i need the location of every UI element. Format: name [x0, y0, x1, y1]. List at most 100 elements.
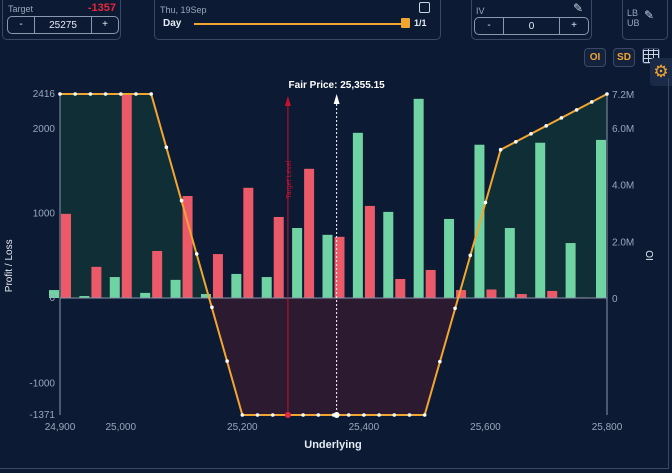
pnl-point	[483, 200, 488, 205]
oi-bar-red	[364, 205, 375, 298]
oi-bar-green	[231, 273, 242, 298]
y2-axis-title: OI	[643, 250, 654, 261]
pnl-point	[362, 413, 366, 417]
x-tick-label: 25,800	[592, 422, 623, 433]
pencil-icon[interactable]: ✎	[572, 1, 583, 15]
pnl-point	[164, 145, 169, 150]
oi-bar-green	[596, 139, 606, 298]
pnl-point	[270, 413, 275, 417]
pnl-point	[240, 413, 245, 417]
oi-bar-red	[304, 168, 315, 298]
pnl-point	[422, 413, 427, 417]
x-tick-label: 25,600	[470, 422, 501, 433]
oi-bar-red	[212, 254, 223, 298]
y-tick-label: 0	[49, 293, 55, 304]
iv-panel: IV ✎ - 0 +	[471, 0, 592, 40]
oi-bar-green	[565, 243, 576, 298]
iv-input[interactable]: 0	[528, 20, 535, 32]
oi-bar-green	[292, 228, 303, 298]
gear-icon[interactable]: ⚙	[650, 58, 672, 86]
oi-bar-green	[413, 98, 424, 298]
calendar-icon[interactable]	[419, 2, 430, 13]
oi-bar-red	[395, 279, 406, 298]
iv-stepper: - 0 +	[474, 17, 589, 35]
pnl-point	[58, 92, 62, 96]
pencil-icon[interactable]: ✎	[644, 8, 655, 22]
oi-bar-red	[152, 250, 163, 298]
pnl-point	[118, 92, 123, 96]
pnl-point	[255, 413, 260, 417]
y-tick-label: 2000	[33, 124, 56, 135]
pnl-point	[529, 132, 533, 136]
day-mode-label: Day	[163, 18, 182, 29]
oi-bar-green	[535, 142, 546, 298]
pnl-point	[574, 108, 579, 112]
y-tick-label: -1000	[29, 378, 55, 389]
iv-decrement-button[interactable]: -	[475, 18, 504, 34]
oi-bar-green	[170, 279, 181, 298]
lb-label: LB	[627, 8, 639, 18]
target-pnl: -1357	[87, 2, 116, 14]
oi-bar-red	[91, 266, 102, 298]
pnl-point	[605, 92, 609, 96]
y2-tick-label: 2.0M	[612, 237, 634, 248]
oi-bar-green	[261, 277, 272, 298]
sd-toggle-button[interactable]: SD	[613, 48, 635, 67]
y-tick-label: -1371	[29, 410, 55, 421]
oi-bar-green	[49, 290, 59, 298]
pnl-point	[590, 100, 594, 104]
oi-bar-green	[322, 234, 333, 298]
target-point	[284, 412, 291, 418]
bounds-panel[interactable]: LB UB ✎	[622, 0, 668, 40]
target-decrement-button[interactable]: -	[8, 17, 35, 33]
oi-bar-green	[444, 218, 455, 298]
pnl-point	[392, 413, 397, 417]
x-tick-label: 25,000	[105, 422, 136, 433]
fair-price-label: Fair Price: 25,355.15	[289, 80, 386, 91]
y2-tick-label: 0	[612, 294, 618, 305]
oi-bar-red	[243, 187, 254, 298]
pnl-point	[453, 306, 457, 311]
pnl-point	[194, 252, 199, 256]
date-slider-handle[interactable]	[401, 18, 410, 28]
oi-bar-red	[486, 289, 497, 298]
oi-bar-red	[456, 290, 467, 298]
y-tick-label: 1000	[33, 209, 56, 220]
pnl-point	[179, 198, 184, 203]
date-counter: 1/1	[414, 18, 427, 28]
target-level-label: Target Level	[286, 160, 293, 199]
iv-increment-button[interactable]: +	[559, 18, 588, 34]
y2-tick-label: 4.0M	[612, 181, 634, 192]
pnl-point	[346, 413, 351, 417]
pnl-point	[88, 92, 93, 96]
pnl-point	[103, 92, 108, 96]
pnl-point	[544, 124, 549, 128]
pnl-point	[407, 413, 412, 417]
oi-bar-red	[334, 236, 345, 298]
target-stepper: - 25275 +	[7, 16, 119, 34]
pnl-point	[438, 359, 442, 364]
oi-bar-green	[140, 292, 151, 298]
y-axis-title: Profit / Loss	[4, 239, 15, 292]
target-input[interactable]: 25275	[49, 19, 77, 31]
pnl-point	[498, 147, 503, 152]
y2-tick-label: 6.0M	[612, 124, 634, 135]
oi-bar-green	[504, 228, 515, 298]
fair-price-arrow-icon	[333, 94, 340, 104]
oi-bar-green	[352, 132, 363, 298]
oi-toggle-button[interactable]: OI	[584, 48, 606, 67]
x-tick-label: 24,900	[45, 422, 76, 433]
pnl-point	[225, 359, 229, 363]
iv-label: IV	[476, 6, 485, 16]
oi-bar-red	[61, 213, 71, 298]
oi-bar-red	[516, 294, 527, 298]
date-slider-track[interactable]	[194, 23, 406, 25]
pnl-point	[73, 92, 77, 96]
target-panel: Target -1357 - 25275 +	[2, 0, 121, 40]
target-increment-button[interactable]: +	[91, 17, 118, 33]
oi-bar-green	[79, 296, 90, 298]
x-tick-label: 25,400	[349, 422, 380, 433]
oi-bar-green	[109, 277, 120, 298]
pnl-point	[559, 116, 564, 120]
oi-bar-red	[425, 269, 436, 298]
